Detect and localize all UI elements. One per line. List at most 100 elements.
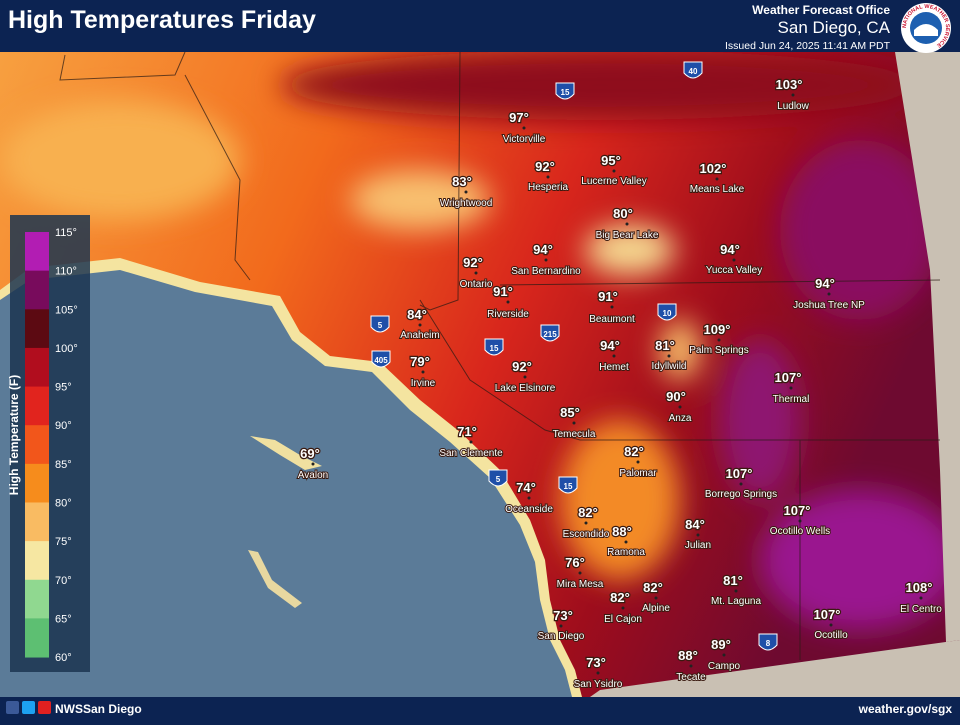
city-dot [678,405,682,409]
interstate-shield [558,476,578,494]
city-name: Anza [669,413,692,424]
terrain-outside [895,52,960,642]
facebook-icon[interactable] [6,701,19,714]
city-name: Julian [685,540,711,551]
city-dot [722,653,726,657]
city-name: El Cajon [604,614,642,625]
city-dot [464,190,468,194]
city-temp: 79° [410,354,430,369]
city-temp: 94° [720,242,740,257]
island [250,436,322,470]
city-temp: 97° [509,110,529,125]
interstate-number: 405 [374,356,388,365]
city-name: Idyllwild [651,361,686,372]
city-dot [559,624,563,628]
title: High Temperatures Friday [8,6,316,34]
temperature-shading [0,50,960,630]
city-temp: 73° [586,655,606,670]
legend-tick: 90° [55,420,72,432]
legend-tick: 75° [55,536,72,548]
island [248,550,302,608]
youtube-icon[interactable] [38,701,51,714]
city-dot [734,589,738,593]
footer-bar [0,697,960,720]
legend-tick: 60° [55,652,72,664]
interstate-number: 5 [378,321,383,330]
legend-tick: 95° [55,382,72,394]
legend-band [25,463,49,503]
city-temp: 107° [814,607,841,622]
city-name: Alpine [642,603,670,614]
city-dot [625,222,629,226]
city-name: Hesperia [528,182,568,193]
city-dot [827,292,831,296]
city-dot [696,533,700,537]
city-dot [715,177,719,181]
city-temp: 92° [512,359,532,374]
legend-band [25,347,49,388]
city-name: Ocotillo Wells [770,526,830,537]
interstate-number: 40 [689,67,698,76]
city-name: Ontario [460,279,493,290]
interstate-number: 8 [766,639,771,648]
legend-band [25,270,49,310]
city-name: San Ysidro [574,679,623,690]
city-temp: 76° [565,555,585,570]
city-name: Oceanside [505,504,553,515]
city-dot [798,519,802,523]
interstate-shield [370,315,390,333]
interstate-shield [488,469,508,487]
city-temp: 89° [711,637,731,652]
city-dot [469,440,473,444]
interstate-number: 15 [490,344,499,353]
city-temp: 81° [723,573,743,588]
city-name: Lucerne Valley [581,176,646,187]
city-dot [522,126,526,130]
city-name: Yucca Valley [706,265,763,276]
interstate-shield [555,82,575,100]
legend-tick: 115° [55,227,77,239]
city-name: San Clemente [439,448,503,459]
city-name: San Diego [538,631,585,642]
city-name: Means Lake [690,184,745,195]
city-dot [610,305,614,309]
interstate-shield [758,633,778,651]
legend-tick: 85° [55,459,72,471]
city-temp: 84° [407,307,427,322]
city-name: San Bernardino [511,266,581,277]
city-dot [474,271,478,275]
city-temp: 95° [601,153,621,168]
city-dot [572,421,576,425]
city-dot [596,671,600,675]
city-temp: 107° [726,466,753,481]
legend-tick: 80° [55,497,72,509]
interstate-number: 15 [561,88,570,97]
city-dot [311,462,315,466]
legend-band [25,618,49,658]
interstate-number: 10 [663,309,672,318]
city-dot [621,606,625,610]
city-temp: 91° [493,284,513,299]
city-name: Big Bear Lake [596,230,659,241]
legend-band [25,579,49,619]
city-name: Palm Springs [689,345,748,356]
city-temp: 82° [624,444,644,459]
city-dot [717,338,721,342]
issued: Issued Jun 24, 2025 11:41 AM PDT [725,40,891,52]
city-dot [612,354,616,358]
city-temp: 107° [775,370,802,385]
city-temp: 109° [704,322,731,337]
city-name: Wrightwood [440,198,493,209]
city-name: Hemet [599,362,629,373]
legend-label: High Temperature (F) [7,375,21,495]
city-temp: 92° [535,159,555,174]
county-lines [59,51,941,660]
city-dot [523,375,527,379]
city-name: Ludlow [777,101,809,112]
legend-tick: 100° [55,343,78,355]
city-temp: 107° [784,503,811,518]
city-temp: 71° [457,424,477,439]
twitter-icon[interactable] [22,701,35,714]
city-dot [739,482,743,486]
city-temp: 108° [906,580,933,595]
